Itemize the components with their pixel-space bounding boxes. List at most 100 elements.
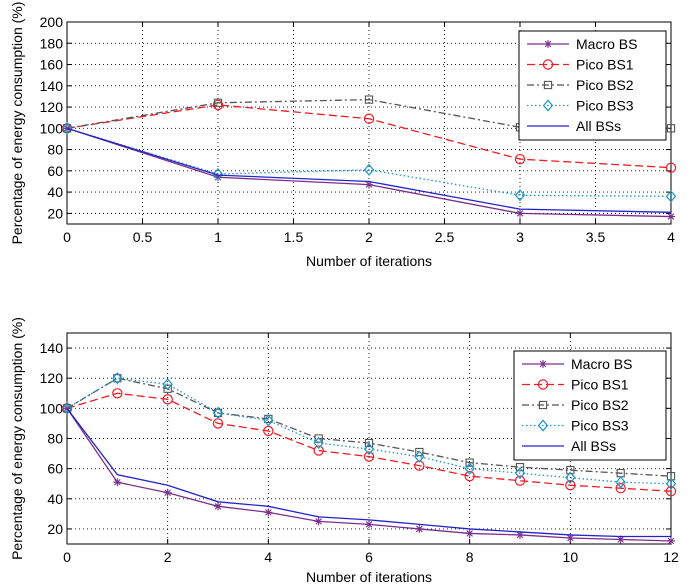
bottom-point-macro-bs bbox=[113, 478, 122, 487]
top-point-pico-bs3 bbox=[61, 122, 73, 135]
bottom-point-pico-bs2 bbox=[666, 472, 676, 481]
top-y-tick-label: 160 bbox=[40, 57, 64, 73]
bottom-point-macro-bs bbox=[314, 517, 323, 526]
bottom-point-macro-bs bbox=[365, 520, 373, 529]
bottom-point-pico-bs2 bbox=[364, 438, 374, 448]
top-legend-label-all-bss: All BSs bbox=[576, 118, 621, 134]
bottom-y-tick-label: 140 bbox=[40, 340, 64, 356]
top-point-pico-bs1 bbox=[212, 99, 224, 111]
bottom-point-pico-bs1 bbox=[514, 475, 526, 486]
top-point-pico-bs3 bbox=[212, 167, 224, 181]
bottom-point-pico-bs1 bbox=[162, 394, 173, 405]
bottom-point-pico-bs2 bbox=[566, 465, 575, 475]
bottom-legend-marker-macro-bs bbox=[539, 360, 547, 368]
bottom-point-pico-bs3 bbox=[464, 462, 475, 475]
bottom-point-pico-bs1 bbox=[363, 451, 375, 462]
top-point-macro-bs bbox=[365, 180, 373, 189]
bottom-y-axis-label: Percentage of energy consumption (%) bbox=[9, 317, 25, 560]
top-series-line-all-bss bbox=[66, 127, 672, 213]
bottom-point-pico-bs3 bbox=[112, 372, 123, 385]
bottom-point-pico-bs1 bbox=[665, 486, 677, 497]
top-point-pico-bs3 bbox=[363, 163, 375, 176]
bottom-point-macro-bs bbox=[516, 530, 524, 539]
top-series-line-pico-bs3 bbox=[66, 127, 672, 198]
bottom-x-tick-label: 10 bbox=[563, 549, 579, 565]
bottom-legend-label-pico-bs1: Pico BS1 bbox=[571, 377, 629, 393]
top-legend-marker-pico-bs2 bbox=[543, 80, 553, 90]
top-point-pico-bs3 bbox=[665, 190, 677, 203]
bottom-x-tick-label: 6 bbox=[365, 549, 373, 565]
bottom-x-tick-label: 2 bbox=[164, 549, 172, 565]
bottom-x-tick-label: 4 bbox=[264, 549, 272, 565]
bottom-series-line-pico-bs1 bbox=[66, 392, 672, 492]
top-legend: Macro BS Pico BS1 Pico BS2 Pico BS3 All BSs bbox=[518, 30, 667, 141]
bottom-series-line-all-bss bbox=[66, 407, 671, 538]
bottom-point-macro-bs bbox=[616, 535, 625, 544]
top-point-pico-bs1 bbox=[665, 162, 677, 173]
bottom-series-line-pico-bs3 bbox=[66, 377, 672, 485]
bottom-x-tick-label: 8 bbox=[466, 549, 474, 565]
top-point-pico-bs2 bbox=[213, 98, 223, 107]
top-x-tick-label: 1.5 bbox=[284, 229, 304, 245]
bottom-x-tick-label: 12 bbox=[663, 549, 679, 565]
bottom-point-macro-bs bbox=[264, 508, 273, 517]
bottom-point-pico-bs3 bbox=[61, 402, 73, 415]
top-y-tick-label: 80 bbox=[47, 142, 63, 158]
bottom-ticks: 20 40 60 80 100 120 140 0 2 4 6 8 10 12 bbox=[40, 333, 679, 565]
bottom-legend-label-pico-bs3: Pico BS3 bbox=[571, 418, 629, 434]
top-y-axis-label: Percentage of energy consumption (%) bbox=[9, 2, 25, 245]
bottom-point-pico-bs3 bbox=[565, 471, 576, 484]
top-x-tick-label: 1 bbox=[214, 229, 222, 245]
top-y-tick-label: 20 bbox=[47, 205, 63, 221]
bottom-x-axis-label: Number of iterations bbox=[306, 569, 432, 585]
bottom-point-pico-bs3 bbox=[212, 406, 224, 420]
bottom-point-macro-bs bbox=[465, 529, 474, 538]
bottom-legend-marker-pico-bs3 bbox=[537, 419, 549, 432]
top-x-tick-label: 3.5 bbox=[586, 229, 606, 245]
bottom-legend-marker-pico-bs1 bbox=[537, 379, 549, 390]
bottom-point-pico-bs2 bbox=[314, 434, 323, 443]
top-ticks: 20 40 60 80 100 120 140 160 180 200 0 0.5 1 1.5 2 2.5 3 3… bbox=[40, 14, 675, 245]
bottom-legend-marker-pico-bs2 bbox=[538, 400, 548, 410]
top-y-tick-label: 140 bbox=[40, 78, 64, 94]
top-y-tick-label: 120 bbox=[40, 99, 64, 115]
bottom-y-tick-label: 40 bbox=[47, 491, 63, 507]
bottom-point-pico-bs1 bbox=[313, 445, 324, 456]
top-point-macro-bs bbox=[516, 209, 524, 218]
top-series-line-pico-bs1 bbox=[66, 104, 672, 169]
bottom-legend-label-macro-bs: Macro BS bbox=[571, 356, 632, 372]
top-y-tick-label: 60 bbox=[47, 163, 63, 179]
top-x-tick-label: 4 bbox=[667, 229, 675, 245]
top-legend-label-pico-bs1: Pico BS1 bbox=[576, 57, 634, 73]
top-x-tick-label: 2.5 bbox=[435, 229, 455, 245]
bottom-y-tick-label: 80 bbox=[47, 431, 63, 447]
bottom-point-macro-bs bbox=[667, 536, 675, 545]
top-point-pico-bs1 bbox=[514, 153, 526, 165]
top-x-tick-label: 0.5 bbox=[133, 229, 153, 245]
bottom-point-pico-bs2 bbox=[415, 447, 424, 457]
top-x-axis-label: Number of iterations bbox=[306, 253, 432, 269]
top-point-macro-bs bbox=[214, 173, 222, 182]
top-x-tick-label: 2 bbox=[365, 229, 373, 245]
bottom-point-pico-bs2 bbox=[113, 374, 122, 383]
bottom-legend-label-pico-bs2: Pico BS2 bbox=[571, 397, 629, 413]
top-legend-label-pico-bs2: Pico BS2 bbox=[576, 77, 634, 93]
bottom-point-pico-bs2 bbox=[62, 404, 72, 413]
top-point-pico-bs3 bbox=[514, 189, 526, 202]
top-series-group bbox=[61, 95, 677, 221]
top-x-tick-label: 3 bbox=[516, 229, 524, 245]
bottom-point-pico-bs3 bbox=[615, 476, 626, 489]
bottom-point-pico-bs3 bbox=[414, 450, 425, 463]
bottom-point-pico-bs3 bbox=[514, 467, 526, 480]
bottom-point-pico-bs3 bbox=[313, 436, 324, 450]
bottom-point-pico-bs2 bbox=[465, 458, 474, 467]
top-point-pico-bs1 bbox=[363, 113, 375, 124]
top-point-pico-bs2 bbox=[364, 95, 374, 104]
bottom-point-pico-bs2 bbox=[163, 384, 172, 393]
bottom-series-group bbox=[61, 372, 677, 545]
bottom-point-pico-bs2 bbox=[213, 408, 223, 418]
top-point-pico-bs2 bbox=[666, 124, 676, 133]
bottom-point-pico-bs2 bbox=[515, 462, 525, 472]
bottom-point-pico-bs1 bbox=[112, 388, 123, 399]
